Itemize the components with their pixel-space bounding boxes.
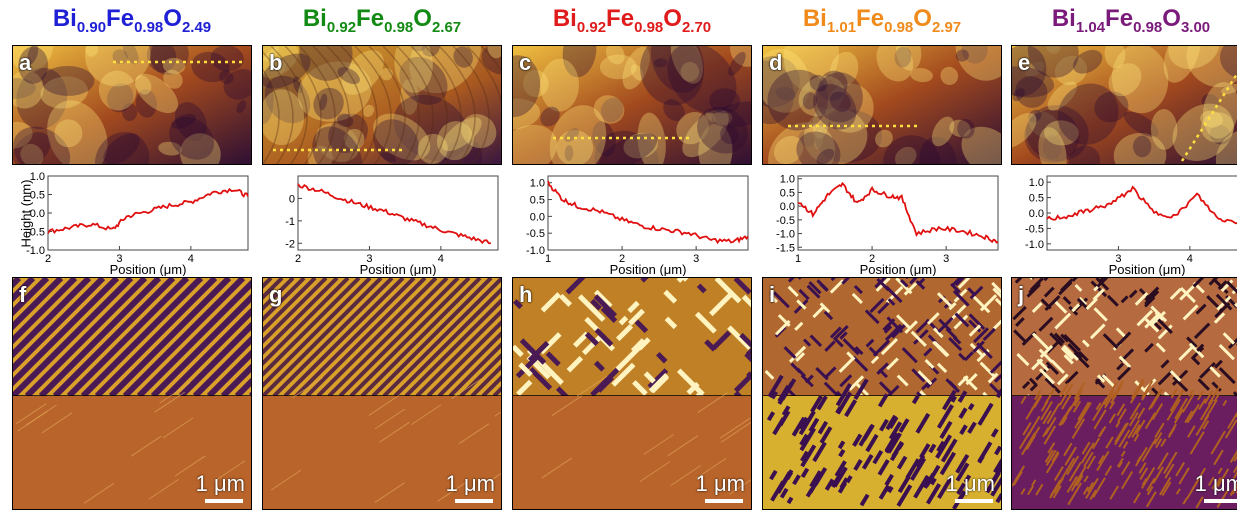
y-tick-label: -0.5: [526, 228, 545, 240]
y-tick-label: 0.0: [30, 208, 45, 220]
topography-image: e: [1011, 45, 1237, 165]
y-tick-label: 0.5: [530, 195, 545, 207]
panel-label: e: [1018, 50, 1031, 75]
y-tick-label: 1.0: [780, 174, 795, 186]
height-profile-line: [797, 181, 999, 244]
topography-image: a: [12, 45, 252, 165]
x-tick-label: 4: [1187, 253, 1193, 265]
x-tick-label: 2: [869, 253, 875, 265]
x-axis-label: Position (μm): [360, 262, 437, 276]
scale-bar: [1204, 499, 1237, 503]
y-tick-label: -0.5: [1025, 223, 1044, 235]
y-tick-label: 1.0: [30, 171, 45, 183]
height-profile-chart: -1.0 -0.5 0.0 0.5 1.0 2 3 4 Position (μm): [12, 170, 252, 277]
x-tick-label: 3: [943, 253, 949, 265]
y-tick-label: 0: [289, 193, 295, 205]
panel-label: j: [1018, 282, 1025, 307]
topography-image: c: [512, 45, 752, 165]
plot-frame: [797, 175, 999, 251]
scale-bar-label: 1 μm: [695, 471, 745, 496]
x-tick-label: 2: [619, 253, 625, 265]
panel-label: i: [769, 282, 776, 307]
height-profile-line: [1046, 185, 1237, 225]
y-tick-label: -0.5: [776, 215, 795, 227]
x-tick-label: 3: [366, 253, 372, 265]
panel-column: Bi0.90Fe0.98O2.49 a -1.0 -0.5 0.0 0.5 1.0 2 3 4 Po…: [12, 0, 252, 510]
height-profile-chart: -1.0 -0.5 0.0 0.5 1.0 3 4 Position (μm): [1011, 170, 1237, 277]
panel-label: g: [269, 282, 283, 307]
scale-bar: [705, 499, 743, 503]
y-tick-label: -0.5: [26, 227, 45, 239]
x-axis-label: Position (μm): [860, 262, 937, 276]
y-tick-label: -1.0: [776, 229, 795, 241]
y-tick-label: 1.0: [1029, 177, 1044, 189]
y-tick-label: 0.5: [780, 187, 795, 199]
y-tick-label: -1.0: [526, 245, 545, 257]
y-tick-label: 0.0: [780, 201, 795, 213]
y-tick-label: 0.0: [1029, 208, 1044, 220]
panel-label: d: [769, 50, 783, 75]
pfm-image: h 1 μm: [512, 277, 752, 510]
height-profile-line: [547, 180, 749, 245]
pfm-image: j 1 μm: [1011, 277, 1237, 510]
y-tick-label: -1.0: [26, 245, 45, 257]
pfm-image: g 1 μm: [262, 277, 502, 510]
x-axis-label: Position (μm): [610, 262, 687, 276]
panel-column: Bi0.92Fe0.98O2.70 c -1.0 -0.5 0.0 0.5 1.0 1 2 3 Po…: [512, 0, 752, 510]
y-axis-label: Height (nm): [18, 179, 34, 248]
panel-label: f: [19, 282, 27, 307]
scale-bar: [455, 499, 493, 503]
panel-column: Bi1.04Fe0.98O3.00 e -1.0 -0.5 0.0 0.5 1.0 3 4 Pos…: [1011, 0, 1237, 510]
panel-label: c: [519, 50, 532, 75]
height-profile-line: [47, 187, 249, 235]
composition-title: Bi0.92Fe0.98O2.67: [302, 5, 462, 36]
height-profile-chart: -1.5 -1.0 -0.5 0.0 0.5 1.0 1 2 3 Position (μm): [762, 170, 1002, 277]
scale-bar: [955, 499, 993, 503]
topography-image: b: [262, 45, 502, 165]
x-tick-label: 2: [295, 253, 301, 265]
y-tick-label: 0.0: [530, 211, 545, 223]
x-axis-label: Position (μm): [1109, 262, 1186, 276]
x-tick-label: 2: [45, 253, 51, 265]
x-tick-label: 1: [545, 253, 551, 265]
scale-bar-label: 1 μm: [445, 471, 495, 496]
panel-label: h: [519, 282, 533, 307]
topography-image: d: [762, 45, 1002, 165]
panel-label: a: [19, 50, 32, 75]
y-tick-label: 1.0: [530, 178, 545, 190]
pfm-image: i 1 μm: [762, 277, 1002, 510]
x-tick-label: 1: [795, 253, 801, 265]
panel-column: Bi0.92Fe0.98O2.67 b -2 -1 0 2 3 4 Position (μm) g…: [262, 0, 502, 510]
scale-bar: [205, 499, 243, 503]
composition-title: Bi0.90Fe0.98O2.49: [52, 5, 212, 36]
composition-title: Bi0.92Fe0.98O2.70: [552, 5, 712, 36]
x-tick-label: 3: [1115, 253, 1121, 265]
profile-line: [1180, 71, 1237, 162]
x-tick-label: 3: [116, 253, 122, 265]
scale-bar-label: 1 μm: [195, 471, 245, 496]
panel-column: Bi1.01Fe0.98O2.97 d -1.5 -1.0 -0.5 0.0 0.5 1.0 1…: [762, 0, 1002, 510]
y-tick-label: -1: [285, 216, 295, 228]
height-profile-line: [297, 183, 491, 245]
pfm-image: f 1 μm: [12, 277, 252, 510]
height-profile-chart: -2 -1 0 2 3 4 Position (μm): [262, 170, 502, 277]
y-tick-label: -1.5: [776, 242, 795, 254]
y-tick-label: 0.5: [30, 190, 45, 202]
scale-bar-label: 1 μm: [945, 471, 995, 496]
plot-frame: [547, 175, 749, 251]
x-tick-label: 4: [188, 253, 194, 265]
y-tick-label: -1.0: [1025, 239, 1044, 251]
panel-label: b: [269, 50, 283, 75]
composition-title: Bi1.04Fe0.98O3.00: [1051, 5, 1211, 36]
x-tick-label: 4: [438, 253, 444, 265]
x-tick-label: 3: [693, 253, 699, 265]
plot-frame: [297, 175, 499, 251]
y-tick-label: 0.5: [1029, 193, 1044, 205]
height-profile-chart: -1.0 -0.5 0.0 0.5 1.0 1 2 3 Position (μm): [512, 170, 752, 277]
y-tick-label: -2: [285, 238, 295, 250]
scale-bar-label: 1 μm: [1194, 471, 1237, 496]
composition-title: Bi1.01Fe0.98O2.97: [802, 5, 962, 36]
x-axis-label: Position (μm): [110, 262, 187, 276]
